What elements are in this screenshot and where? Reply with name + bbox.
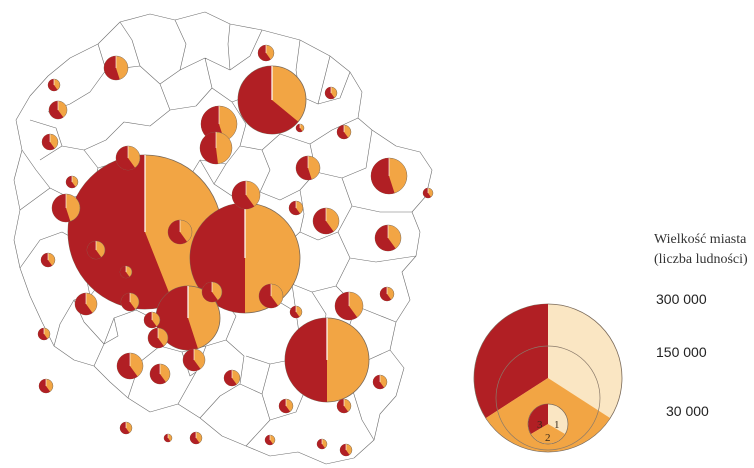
city-red-sector-41 bbox=[223, 370, 237, 386]
city-red-sector-25 bbox=[423, 188, 431, 199]
legend-diagram: 1 2 3 bbox=[473, 303, 623, 453]
city-red-sector-27 bbox=[379, 287, 392, 301]
city-red-sector-10 bbox=[257, 45, 271, 62]
city-red-sector-3 bbox=[238, 66, 299, 135]
city-red-sector-18 bbox=[167, 220, 188, 244]
city-red-sector-11 bbox=[48, 101, 64, 119]
city-red-sector-42 bbox=[38, 379, 51, 394]
city-red-sector-35 bbox=[37, 328, 48, 341]
legend-size-label-300000: 300 000 bbox=[656, 291, 707, 307]
city-red-sector-36 bbox=[143, 312, 157, 328]
legend-title-line2: (liczba ludności) bbox=[654, 252, 748, 267]
city-red-sector-37 bbox=[148, 328, 164, 348]
city-red-sector-32 bbox=[86, 241, 102, 259]
city-red-sector-20 bbox=[288, 201, 301, 215]
city-red-sector-7 bbox=[199, 131, 219, 164]
city-red-sector-16 bbox=[115, 146, 136, 171]
city-red-sector-2 bbox=[190, 203, 245, 313]
city-red-sector-17 bbox=[232, 181, 255, 209]
city-red-sector-48 bbox=[339, 444, 350, 457]
legend-number-1: 1 bbox=[554, 419, 560, 431]
legend-number-3: 3 bbox=[537, 419, 543, 431]
city-red-sector-1 bbox=[67, 154, 174, 309]
country-outline bbox=[13, 11, 433, 465]
city-red-sector-38 bbox=[117, 353, 138, 379]
city-red-sector-53 bbox=[296, 124, 303, 133]
city-red-sector-22 bbox=[336, 124, 349, 139]
city-red-sector-51 bbox=[119, 422, 130, 434]
legend-size-label-150000: 150 000 bbox=[656, 344, 707, 360]
city-red-sector-8 bbox=[371, 158, 395, 194]
legend-circle-150000 bbox=[495, 345, 601, 451]
legend-title-line1: Wielkość miasta bbox=[654, 232, 747, 247]
legend-small-red bbox=[528, 404, 548, 434]
city-red-sector-15 bbox=[65, 175, 76, 188]
city-red-sector-26 bbox=[335, 292, 358, 321]
city-red-sector-52 bbox=[164, 434, 171, 443]
city-red-sector-28 bbox=[258, 284, 279, 309]
city-red-sector-33 bbox=[119, 266, 130, 279]
city-red-sector-24 bbox=[375, 225, 396, 252]
legend-number-2: 2 bbox=[545, 432, 551, 444]
city-red-sector-45 bbox=[278, 399, 291, 414]
city-red-sector-30 bbox=[120, 293, 136, 311]
city-red-sector-44 bbox=[372, 375, 385, 389]
city-red-sector-29 bbox=[202, 282, 218, 302]
city-red-sector-50 bbox=[189, 432, 200, 444]
city-red-sector-13 bbox=[47, 79, 58, 91]
city-red-sector-40 bbox=[183, 349, 201, 372]
city-red-sector-46 bbox=[336, 399, 349, 413]
city-red-sector-34 bbox=[40, 253, 53, 268]
city-red-sector-4 bbox=[285, 318, 327, 402]
city-red-sector-21 bbox=[313, 208, 334, 234]
legend-size-label-30000: 30 000 bbox=[666, 403, 709, 419]
city-red-sector-23 bbox=[324, 86, 335, 99]
city-red-sector-49 bbox=[265, 435, 273, 445]
city-red-sector-12 bbox=[41, 134, 55, 150]
city-red-sector-47 bbox=[317, 439, 325, 449]
legend-small-orange bbox=[531, 424, 565, 444]
city-markers bbox=[37, 44, 434, 457]
city-red-sector-39 bbox=[150, 364, 166, 385]
legend-title: Wielkość miasta (liczba ludności) bbox=[654, 230, 748, 270]
city-red-sector-31 bbox=[75, 293, 93, 315]
city-red-sector-43 bbox=[289, 306, 300, 318]
